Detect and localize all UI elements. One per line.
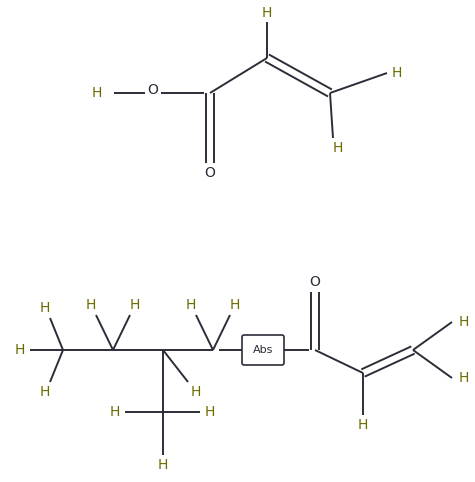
Text: H: H <box>459 371 469 385</box>
Text: H: H <box>40 385 50 399</box>
Text: Abs: Abs <box>253 345 273 355</box>
Text: H: H <box>110 405 120 419</box>
Text: H: H <box>158 458 168 472</box>
Text: H: H <box>392 66 402 80</box>
Text: H: H <box>262 6 272 20</box>
Text: H: H <box>191 385 201 399</box>
Text: H: H <box>15 343 25 357</box>
Text: H: H <box>459 315 469 329</box>
Text: H: H <box>205 405 215 419</box>
Text: H: H <box>92 86 102 100</box>
Text: H: H <box>130 298 140 312</box>
Text: H: H <box>230 298 240 312</box>
Text: O: O <box>310 275 321 289</box>
Text: H: H <box>186 298 196 312</box>
Text: O: O <box>148 83 159 97</box>
Text: H: H <box>358 418 368 432</box>
Text: O: O <box>205 166 216 180</box>
FancyBboxPatch shape <box>242 335 284 365</box>
Text: H: H <box>40 301 50 315</box>
Text: H: H <box>86 298 96 312</box>
Text: H: H <box>333 141 343 155</box>
